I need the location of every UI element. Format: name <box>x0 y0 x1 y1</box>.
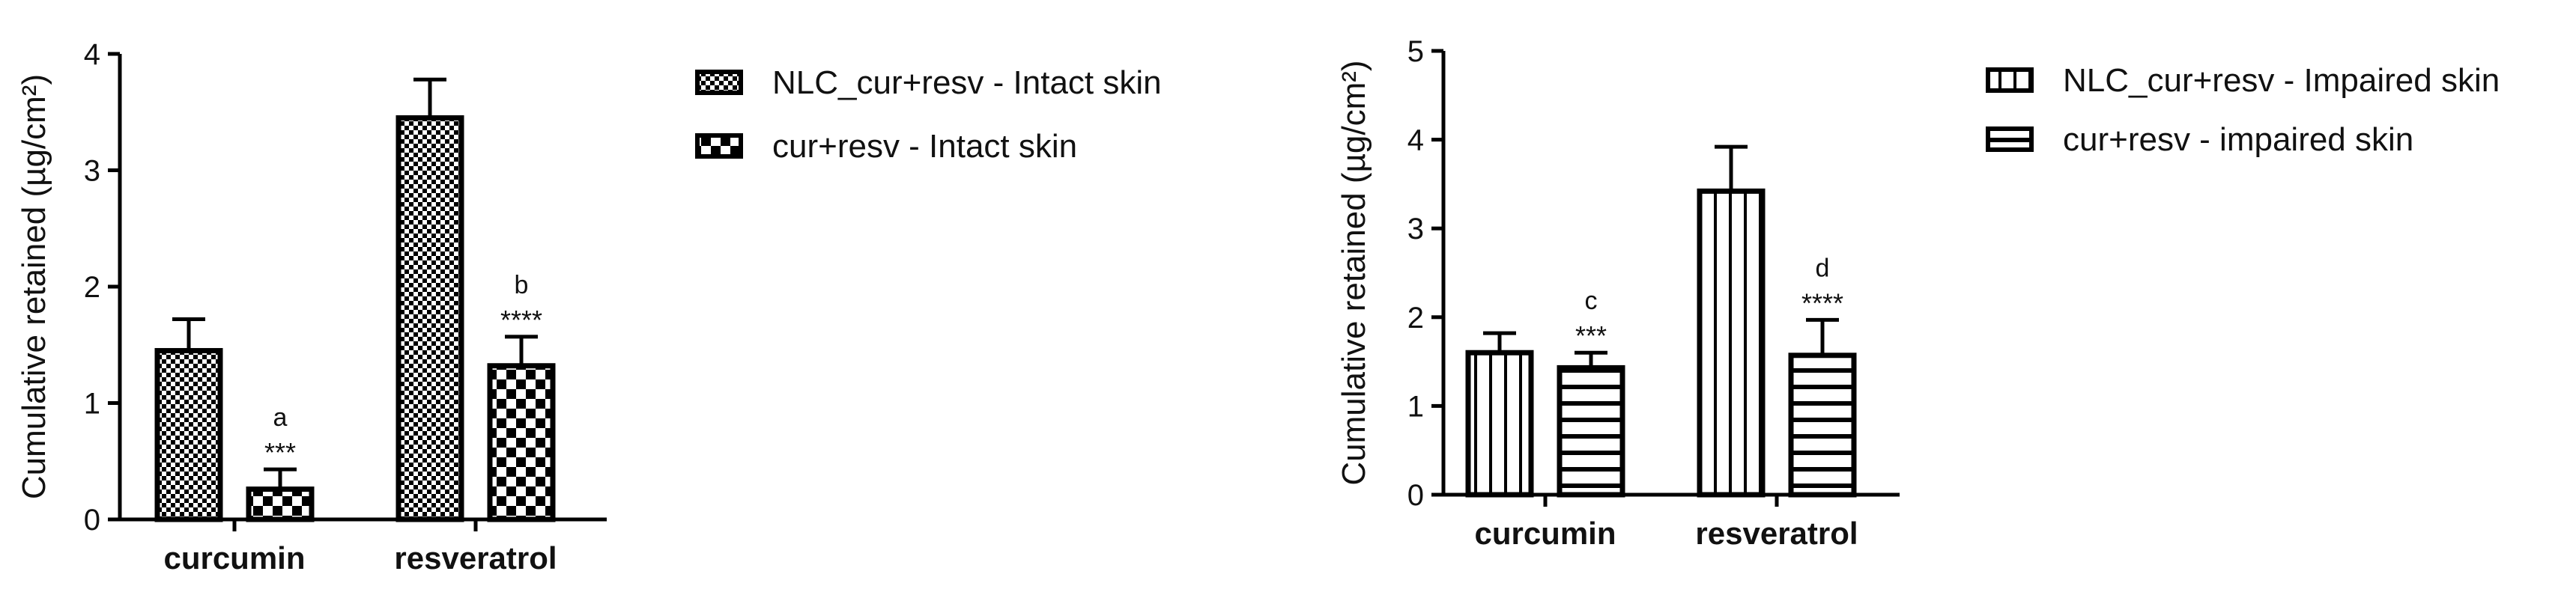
bar <box>154 348 223 522</box>
bar <box>1465 350 1534 498</box>
significance-stars: **** <box>500 305 542 335</box>
y-tick-label: 3 <box>84 155 100 188</box>
y-tick-label: 4 <box>84 38 100 71</box>
x-tick-label: resveratrol <box>1695 516 1858 551</box>
x-tick-label: resveratrol <box>394 540 557 576</box>
legend-swatch <box>695 70 743 95</box>
x-tick-label: curcumin <box>163 540 305 576</box>
y-tick-label: 3 <box>1407 213 1424 245</box>
y-tick-label: 4 <box>1407 124 1424 157</box>
significance-letter: b <box>515 271 529 299</box>
legend-label: NLC_cur+resv - Intact skin <box>772 64 1162 101</box>
legend-swatch <box>1986 67 2034 93</box>
y-tick-label: 2 <box>84 271 100 304</box>
significance-letter: a <box>273 403 288 432</box>
bar <box>1557 364 1625 498</box>
bar <box>396 115 464 522</box>
legend-label: NLC_cur+resv - Impaired skin <box>2063 62 2500 99</box>
legend-swatch <box>695 133 743 159</box>
legend-label: cur+resv - impaired skin <box>2063 121 2413 158</box>
x-tick-label: curcumin <box>1474 516 1616 551</box>
bar <box>1697 188 1766 498</box>
significance-stars: *** <box>264 437 296 468</box>
y-axis-label: Cumulative retained (µg/cm²) <box>16 74 52 499</box>
y-tick-label: 2 <box>1407 302 1424 335</box>
bar <box>246 486 315 522</box>
legend-swatch <box>1986 126 2034 152</box>
significance-letter: c <box>1585 287 1598 315</box>
significance-stars: **** <box>1801 287 1843 318</box>
bar <box>487 363 556 522</box>
y-tick-label: 1 <box>84 388 100 421</box>
significance-stars: *** <box>1575 320 1607 351</box>
significance-letter: d <box>1816 254 1830 282</box>
y-axis-label: Cumulative retained (µg/cm²) <box>1336 60 1372 485</box>
y-tick-label: 5 <box>1407 35 1424 68</box>
legend-label: cur+resv - Intact skin <box>772 128 1077 165</box>
y-tick-label: 0 <box>84 504 100 537</box>
bar <box>1788 353 1857 498</box>
y-tick-label: 0 <box>1407 479 1424 512</box>
y-tick-label: 1 <box>1407 390 1424 423</box>
